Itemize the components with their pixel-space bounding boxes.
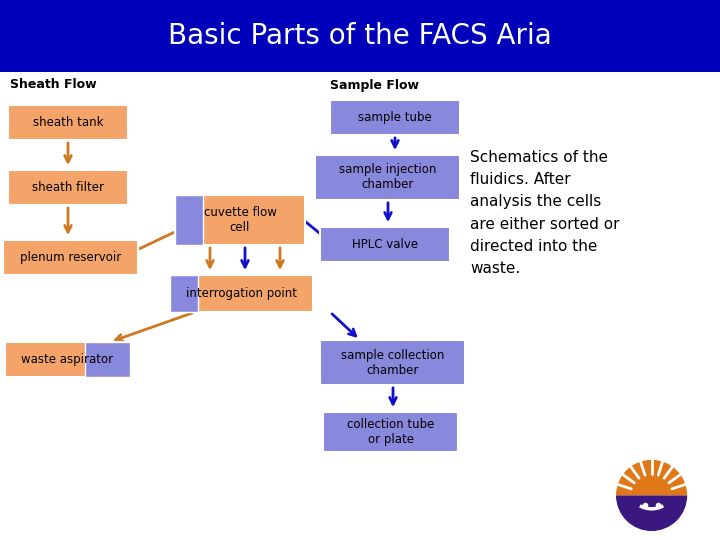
Text: Basic Parts of the FACS Aria: Basic Parts of the FACS Aria: [168, 22, 552, 50]
Bar: [330, 100, 460, 135]
Text: interrogation point: interrogation point: [186, 287, 297, 300]
Bar: [320, 227, 450, 262]
Text: Sample Flow: Sample Flow: [330, 78, 419, 91]
Text: sample tube: sample tube: [358, 111, 432, 124]
Bar: [175, 195, 305, 245]
Text: waste aspirator: waste aspirator: [22, 353, 114, 366]
Bar: [315, 155, 460, 200]
Bar: [175, 195, 203, 245]
Text: cuvette flow
cell: cuvette flow cell: [204, 206, 276, 234]
Text: HPLC valve: HPLC valve: [352, 238, 418, 251]
Text: sample injection
chamber: sample injection chamber: [339, 164, 436, 192]
Bar: [323, 412, 458, 452]
Bar: [170, 275, 198, 312]
Bar: [8, 170, 128, 205]
Bar: [3, 240, 138, 275]
Bar: [320, 340, 465, 385]
Bar: [0, 0, 720, 72]
Bar: [170, 275, 313, 312]
Text: sample collection
chamber: sample collection chamber: [341, 348, 444, 376]
Wedge shape: [616, 460, 687, 496]
Bar: [8, 105, 128, 140]
Text: sheath filter: sheath filter: [32, 181, 104, 194]
Text: plenum reservoir: plenum reservoir: [20, 251, 121, 264]
Text: collection tube
or plate: collection tube or plate: [347, 418, 434, 446]
Text: Sheath Flow: Sheath Flow: [10, 78, 96, 91]
Text: sheath tank: sheath tank: [32, 116, 103, 129]
Text: Schematics of the
fluidics. After
analysis the cells
are either sorted or
direct: Schematics of the fluidics. After analys…: [470, 150, 619, 276]
Wedge shape: [616, 496, 687, 531]
Bar: [5, 342, 130, 377]
Bar: [85, 342, 130, 377]
